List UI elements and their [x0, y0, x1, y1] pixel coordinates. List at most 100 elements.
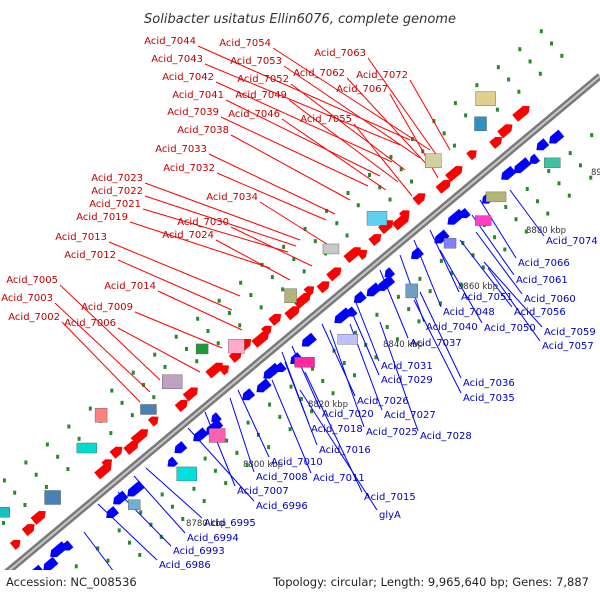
reverse-label-connector — [419, 291, 462, 379]
reverse-gene-label: Acid_7025 — [366, 427, 418, 438]
forward-gene-arrow — [268, 313, 282, 326]
forward-label-connector — [54, 302, 151, 393]
forward-gene-arrow — [261, 325, 272, 336]
forward-gene-arrow — [101, 459, 113, 470]
reverse-label-connector — [354, 299, 380, 362]
forward-gene-arrow — [512, 105, 530, 122]
reverse-gene-label: Acid_6995 — [204, 518, 256, 529]
reverse-gene-label: Acid_7037 — [410, 338, 462, 349]
forward-gene-arrow — [228, 350, 242, 363]
grid-dot — [524, 229, 528, 234]
feature-block — [128, 499, 141, 510]
grid-dot — [567, 193, 571, 198]
feature-block — [140, 404, 157, 415]
forward-gene-label: Acid_7054 — [219, 38, 271, 49]
reverse-gene-label: Acid_7029 — [381, 375, 433, 386]
forward-label-connector — [272, 47, 431, 151]
kbp-tick-label: 8780 kbp — [186, 519, 226, 529]
reverse-gene-arrow — [301, 332, 317, 347]
forward-gene-label: Acid_7053 — [230, 56, 282, 67]
reverse-gene-arrow — [411, 247, 424, 260]
reverse-gene-label: Acid_7059 — [544, 327, 596, 338]
reverse-gene-label: Acid_6994 — [187, 533, 239, 544]
forward-gene-arrow — [489, 136, 503, 149]
forward-gene-arrow — [316, 281, 330, 294]
reverse-label-connector — [299, 389, 378, 511]
grid-dot — [44, 485, 48, 490]
grid-dot — [270, 275, 274, 280]
grid-dot — [292, 257, 296, 262]
grid-dot — [325, 208, 329, 213]
reverse-gene-arrow — [353, 291, 367, 304]
grid-dot — [96, 546, 100, 551]
reverse-gene-label: Acid_7018 — [311, 424, 363, 435]
grid-dot — [353, 373, 357, 378]
grid-dot — [439, 258, 443, 263]
reverse-gene-arrow — [127, 480, 145, 497]
kbp-tick-label: 8820 kbp — [308, 400, 348, 410]
grid-dot — [538, 71, 542, 76]
grid-dot — [23, 502, 27, 507]
reverse-label-connector — [483, 261, 543, 328]
grid-dot — [396, 294, 400, 299]
reverse-gene-arrow — [113, 490, 129, 505]
reverse-label-connector — [284, 361, 318, 446]
grid-dot — [13, 490, 17, 495]
forward-gene-label: Acid_7049 — [235, 90, 287, 101]
reverse-gene-arrow — [174, 441, 188, 454]
forward-label-connector — [220, 116, 369, 187]
grid-dot — [438, 301, 442, 306]
grid-dot — [281, 287, 285, 292]
forward-gene-arrow — [326, 267, 342, 282]
genome-summary: Topology: circular; Length: 9,965,640 bp… — [272, 575, 589, 589]
feature-block — [474, 116, 487, 132]
grid-dot — [417, 319, 421, 324]
grid-dot — [130, 413, 134, 418]
grid-dot — [139, 510, 143, 515]
forward-gene-label: Acid_7024 — [162, 230, 214, 241]
forward-gene-arrow — [412, 193, 426, 206]
forward-label-connector — [117, 327, 201, 373]
forward-gene-label: Acid_7022 — [91, 186, 143, 197]
reverse-label-connector — [97, 503, 158, 561]
forward-gene-label: Acid_7052 — [237, 74, 289, 85]
reverse-gene-arrow — [167, 456, 179, 467]
grid-dot — [24, 460, 28, 465]
reverse-gene-arrow — [377, 275, 396, 291]
grid-dot — [550, 41, 554, 46]
reverse-label-connector — [329, 329, 365, 428]
grid-dot — [560, 53, 564, 58]
grid-dot — [131, 370, 135, 375]
forward-gene-label: Acid_7021 — [89, 199, 141, 210]
feature-block — [475, 215, 492, 226]
reverse-gene-arrow — [334, 307, 352, 324]
grid-dot — [453, 101, 457, 106]
reverse-gene-arrow — [447, 208, 465, 225]
forward-gene-label: Acid_7006 — [64, 318, 116, 329]
forward-gene-arrow — [21, 524, 35, 537]
grid-dot — [345, 233, 349, 238]
reverse-gene-label: Acid_7057 — [542, 341, 594, 352]
grid-dot — [335, 221, 339, 226]
forward-label-connector — [129, 221, 271, 269]
grid-dot — [45, 442, 49, 447]
grid-dot — [282, 244, 286, 249]
grid-dot — [206, 328, 210, 333]
forward-gene-label: Acid_7046 — [228, 109, 280, 120]
feature-block — [176, 466, 197, 482]
forward-gene-arrow — [399, 210, 410, 221]
accession-text: Accession: NC_008536 — [6, 575, 137, 589]
feature-block — [162, 374, 183, 389]
reverse-gene-arrow — [43, 556, 59, 571]
grid-dot — [547, 169, 551, 174]
grid-dot — [195, 359, 199, 364]
forward-gene-label: Acid_7013 — [55, 232, 107, 243]
forward-gene-arrow — [435, 179, 451, 194]
feature-block — [44, 490, 61, 505]
grid-dot — [399, 167, 403, 172]
feature-block — [425, 153, 442, 168]
grid-dot — [375, 312, 379, 317]
forward-gene-arrow — [303, 286, 315, 297]
grid-dot — [481, 265, 485, 270]
reverse-gene-label: Acid_7051 — [461, 292, 513, 303]
